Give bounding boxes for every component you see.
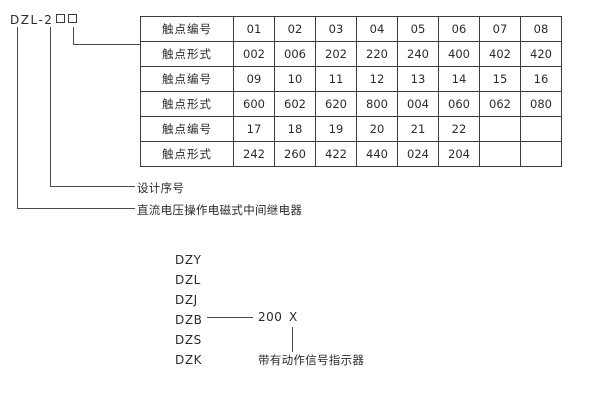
leader-line-suffix-note xyxy=(292,327,293,352)
table-cell: 600 xyxy=(233,91,275,117)
annotation-design-sequence: 设计序号 xyxy=(137,181,185,195)
model-prefix: DZL xyxy=(10,13,39,27)
series-code-200: 200 xyxy=(258,310,283,324)
table-cell: 01 xyxy=(233,16,275,42)
table-cell: 04 xyxy=(356,16,398,42)
row-label: 触点形式 xyxy=(140,41,234,67)
leader-line-contacts-horizontal xyxy=(73,44,140,45)
table-cell: 17 xyxy=(233,116,275,142)
row-label: 触点形式 xyxy=(140,141,234,167)
table-cell: 440 xyxy=(356,141,398,167)
annotation-indicator-note: 带有动作信号指示器 xyxy=(258,353,365,367)
table-cell-empty xyxy=(479,141,521,167)
table-row: 触点形式 242 260 422 440 024 204 xyxy=(140,141,562,167)
series-item: DZJ xyxy=(175,293,198,307)
model-series-digit: 2 xyxy=(44,13,54,27)
table-cell: 402 xyxy=(479,41,521,67)
table-row: 触点编号 17 18 19 20 21 22 xyxy=(140,116,562,142)
table-row: 触点编号 09 10 11 12 13 14 15 16 xyxy=(140,66,562,92)
annotation-product-description: 直流电压操作电磁式中间继电器 xyxy=(137,203,303,217)
table-cell: 202 xyxy=(315,41,357,67)
table-cell: 18 xyxy=(274,116,316,142)
table-cell: 16 xyxy=(520,66,562,92)
table-cell: 242 xyxy=(233,141,275,167)
table-cell: 07 xyxy=(479,16,521,42)
row-label: 触点形式 xyxy=(140,91,234,117)
table-cell: 420 xyxy=(520,41,562,67)
table-cell: 080 xyxy=(520,91,562,117)
table-cell: 12 xyxy=(356,66,398,92)
table-cell: 240 xyxy=(397,41,439,67)
table-body: 触点编号 01 02 03 04 05 06 07 08 触点形式 002 00… xyxy=(140,16,562,167)
table-cell: 10 xyxy=(274,66,316,92)
leader-line-series-code xyxy=(207,317,253,318)
table-cell: 800 xyxy=(356,91,398,117)
table-cell-empty xyxy=(520,141,562,167)
series-item: DZY xyxy=(175,253,202,267)
series-suffix-x: X xyxy=(289,310,298,324)
table-cell: 08 xyxy=(520,16,562,42)
row-label: 触点编号 xyxy=(140,116,234,142)
table-cell: 22 xyxy=(438,116,480,142)
table-cell: 002 xyxy=(233,41,275,67)
table-cell: 14 xyxy=(438,66,480,92)
table-cell: 19 xyxy=(315,116,357,142)
table-cell: 02 xyxy=(274,16,316,42)
series-model-list: DZY DZL DZJ DZB DZS DZK xyxy=(175,250,203,370)
model-code-label: DZL-2 xyxy=(10,13,78,27)
table-cell: 21 xyxy=(397,116,439,142)
series-item: DZB xyxy=(175,313,203,327)
contact-specification-table: 触点编号 01 02 03 04 05 06 07 08 触点形式 002 00… xyxy=(140,16,562,167)
model-placeholder-box-2 xyxy=(68,14,78,23)
table-row: 触点形式 600 602 620 800 004 060 062 080 xyxy=(140,91,562,117)
row-label: 触点编号 xyxy=(140,16,234,42)
table-cell: 03 xyxy=(315,16,357,42)
table-cell: 204 xyxy=(438,141,480,167)
table-cell: 15 xyxy=(479,66,521,92)
table-cell: 400 xyxy=(438,41,480,67)
leader-line-design-vertical xyxy=(50,27,51,186)
table-cell: 602 xyxy=(274,91,316,117)
table-cell-empty xyxy=(479,116,521,142)
table-cell: 20 xyxy=(356,116,398,142)
table-cell: 06 xyxy=(438,16,480,42)
leader-line-design-horizontal xyxy=(50,186,135,187)
table-cell: 006 xyxy=(274,41,316,67)
table-cell: 024 xyxy=(397,141,439,167)
model-placeholder-box-1 xyxy=(56,14,66,23)
table-cell: 004 xyxy=(397,91,439,117)
table-cell: 062 xyxy=(479,91,521,117)
table-row: 触点形式 002 006 202 220 240 400 402 420 xyxy=(140,41,562,67)
table-cell: 620 xyxy=(315,91,357,117)
table-cell: 422 xyxy=(315,141,357,167)
model-dash: - xyxy=(38,13,45,27)
series-item: DZS xyxy=(175,333,202,347)
table-cell: 260 xyxy=(274,141,316,167)
table-cell: 09 xyxy=(233,66,275,92)
leader-line-contacts-vertical xyxy=(73,27,74,45)
table-cell: 13 xyxy=(397,66,439,92)
leader-line-product-vertical xyxy=(17,27,18,208)
table-cell-empty xyxy=(520,116,562,142)
table-cell: 11 xyxy=(315,66,357,92)
series-item: DZK xyxy=(175,353,203,367)
table-row: 触点编号 01 02 03 04 05 06 07 08 xyxy=(140,16,562,42)
series-item: DZL xyxy=(175,273,201,287)
table-cell: 05 xyxy=(397,16,439,42)
leader-line-product-horizontal xyxy=(17,208,135,209)
row-label: 触点编号 xyxy=(140,66,234,92)
table-cell: 060 xyxy=(438,91,480,117)
table-cell: 220 xyxy=(356,41,398,67)
